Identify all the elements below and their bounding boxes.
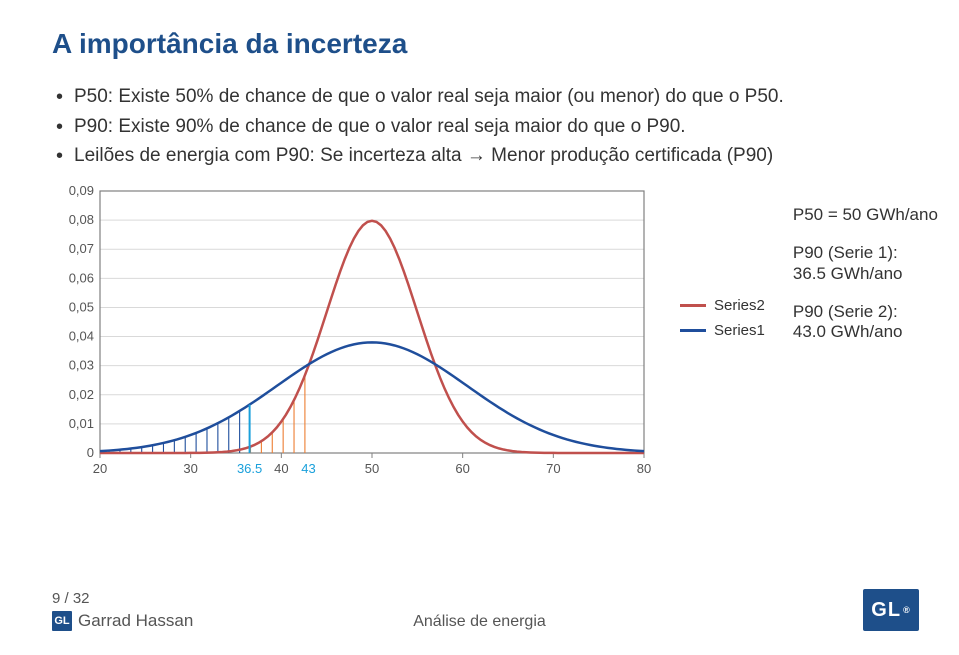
gl-logo-text: GL (871, 599, 901, 622)
svg-text:20: 20 (93, 461, 107, 476)
svg-text:43: 43 (301, 461, 315, 476)
gl-logo-small-icon: GL (52, 611, 72, 631)
svg-text:80: 80 (637, 461, 651, 476)
svg-text:36.5: 36.5 (237, 461, 262, 476)
svg-text:0,09: 0,09 (69, 183, 94, 198)
page-number: 9 / 32 (52, 590, 193, 607)
svg-text:0,04: 0,04 (69, 328, 94, 343)
svg-text:0,05: 0,05 (69, 299, 94, 314)
annotation-line: P90 (Serie 1): (793, 243, 943, 263)
svg-text:0,01: 0,01 (69, 416, 94, 431)
footer-center-text: Análise de energia (413, 613, 546, 631)
legend-item: Series2 (680, 297, 765, 314)
annotation: P90 (Serie 2): 43.0 GWh/ano (793, 302, 943, 343)
svg-text:0,02: 0,02 (69, 387, 94, 402)
annotation-line: P90 (Serie 2): (793, 302, 943, 322)
svg-text:70: 70 (546, 461, 560, 476)
svg-text:0,07: 0,07 (69, 241, 94, 256)
svg-text:0: 0 (87, 445, 94, 460)
legend-label: Series1 (714, 322, 765, 339)
annotation: P50 = 50 GWh/ano (793, 205, 943, 225)
annotation-line: 36.5 GWh/ano (793, 264, 943, 284)
svg-text:0,08: 0,08 (69, 212, 94, 227)
chart-legend: Series2 Series1 (680, 183, 765, 339)
brand-name: Garrad Hassan (78, 611, 193, 631)
legend-swatch (680, 329, 706, 332)
distribution-chart: 0 0,01 0,02 0,03 0,04 0,05 0,06 0,07 0,08 0,09 20 3… (52, 183, 652, 483)
svg-text:50: 50 (365, 461, 379, 476)
svg-text:40: 40 (274, 461, 288, 476)
annotation-line: 43.0 GWh/ano (793, 322, 943, 342)
bullet-list: P50: Existe 50% de chance de que o valor… (56, 84, 919, 169)
brand-block: GL Garrad Hassan (52, 611, 193, 631)
svg-text:60: 60 (455, 461, 469, 476)
slide-title: A importância da incerteza (52, 28, 919, 60)
svg-text:0,06: 0,06 (69, 270, 94, 285)
annotation: P90 (Serie 1): 36.5 GWh/ano (793, 243, 943, 284)
bullet-item: Leilões de energia com P90: Se incerteza… (56, 143, 919, 169)
svg-text:0,03: 0,03 (69, 358, 94, 373)
bullet-item: P90: Existe 90% de chance de que o valor… (56, 114, 919, 140)
annotation-line: P50 = 50 GWh/ano (793, 205, 943, 225)
gl-logo-large-icon: GL® (863, 589, 919, 631)
legend-label: Series2 (714, 297, 765, 314)
legend-item: Series1 (680, 322, 765, 339)
bullet-item: P50: Existe 50% de chance de que o valor… (56, 84, 919, 110)
svg-text:30: 30 (183, 461, 197, 476)
legend-swatch (680, 304, 706, 307)
chart-annotations: P50 = 50 GWh/ano P90 (Serie 1): 36.5 GWh… (793, 183, 943, 343)
